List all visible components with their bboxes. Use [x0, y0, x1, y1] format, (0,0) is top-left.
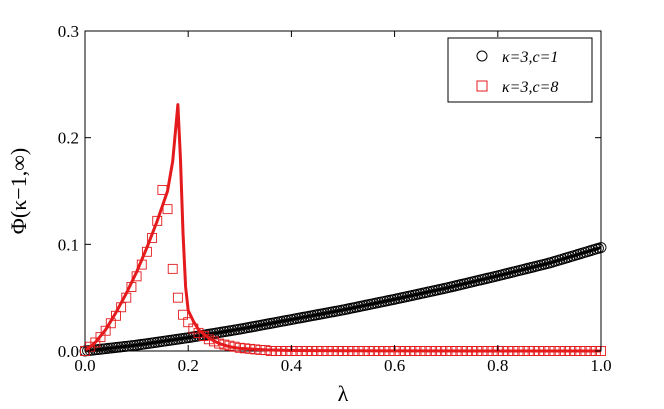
x-tick-label: 0.8 [487, 356, 508, 375]
y-tick-label: 0.3 [58, 22, 79, 41]
x-tick-label: 0.6 [384, 356, 405, 375]
y-tick-label: 0.0 [58, 342, 79, 361]
y-axis-label: Φ(κ−1,∞) [6, 148, 31, 234]
x-axis-label: λ [338, 381, 349, 406]
x-tick-label: 0.4 [281, 356, 303, 375]
legend-marker-series-1 [476, 50, 488, 62]
series-2-point [95, 332, 106, 343]
y-tick-label: 0.2 [58, 129, 79, 148]
legend-box [447, 37, 593, 103]
series-2-point [90, 337, 101, 348]
legend: κ=3,c=1 κ=3,c=8 [447, 37, 593, 103]
series-2-point [162, 204, 173, 215]
series-1 [79, 242, 607, 357]
series-2-line [84, 103, 601, 353]
series-2-point [172, 292, 183, 303]
series-2 [80, 103, 606, 356]
series-2-point [178, 309, 188, 320]
legend-label-series-1: κ=3,c=1 [502, 49, 558, 66]
x-axis: 0.0 0.2 0.4 0.6 0.8 1.0 [74, 31, 612, 375]
x-tick-label: 0.0 [74, 356, 95, 375]
y-tick-label: 0.1 [58, 235, 79, 254]
series-2-point [167, 263, 178, 274]
x-tick-label: 0.2 [178, 356, 199, 375]
series-1-line [84, 246, 602, 353]
legend-label-series-2: κ=3,c=8 [502, 79, 558, 96]
legend-marker-series-2 [476, 80, 488, 92]
series-2-point [100, 325, 111, 336]
series-2-point [209, 336, 219, 347]
y-axis: 0.0 0.1 0.2 0.3 [58, 22, 601, 361]
x-tick-label: 1.0 [590, 356, 611, 375]
